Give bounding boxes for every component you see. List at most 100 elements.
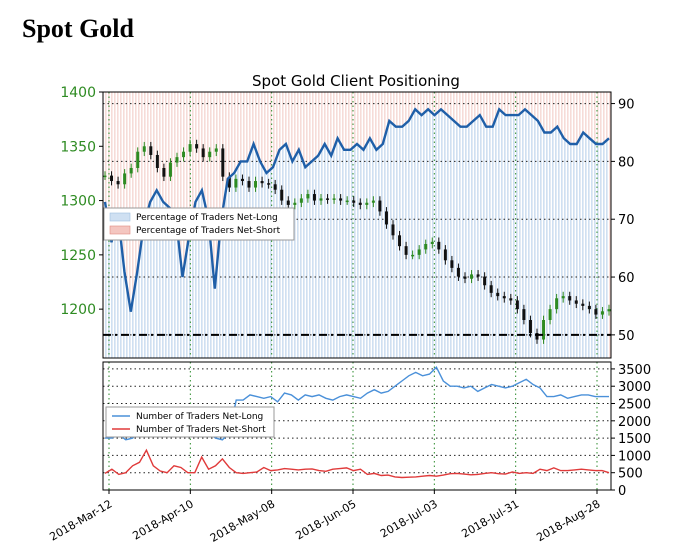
- price-tick-label: 1300: [60, 194, 96, 210]
- candle-body: [463, 276, 467, 279]
- legend-label-long: Percentage of Traders Net-Long: [136, 213, 278, 223]
- candle-body: [227, 176, 231, 188]
- candle-body: [424, 244, 428, 250]
- candle-body: [430, 241, 434, 244]
- candle-body: [607, 309, 611, 312]
- candle-body: [358, 202, 362, 205]
- page-title: Spot Gold: [22, 14, 134, 43]
- candle-body: [182, 151, 186, 158]
- candle-body: [221, 148, 225, 177]
- candle-body: [195, 144, 199, 149]
- price-tick-label: 1400: [60, 85, 96, 101]
- count-tick-label: 2500: [618, 398, 651, 413]
- candle-body: [496, 292, 500, 297]
- candle-body: [201, 148, 205, 158]
- price-tick-label: 1200: [60, 302, 96, 318]
- candle-body: [110, 175, 114, 182]
- net-long-area: [105, 109, 609, 358]
- candle-body: [103, 175, 107, 178]
- legend-top-box: [103, 207, 295, 241]
- candle-body: [522, 309, 526, 320]
- legend-bottom: Number of Traders Net-Long Number of Trad…: [105, 406, 275, 438]
- candle-body: [437, 241, 441, 250]
- candle-body: [312, 194, 316, 201]
- count-tick-label: 1500: [618, 432, 651, 447]
- candle-body: [123, 173, 127, 185]
- x-tick-label: 2018-Apr-10: [130, 497, 195, 542]
- candle-body: [293, 202, 297, 205]
- legend-top: Percentage of Traders Net-Long Percentage…: [103, 207, 295, 241]
- top-frame: [102, 91, 612, 359]
- candle-body: [476, 274, 480, 277]
- candle-body: [443, 249, 447, 261]
- candle-body: [273, 184, 277, 190]
- x-tick-label: 2018-May-08: [208, 497, 277, 545]
- count-tick-label: 500: [618, 467, 643, 482]
- legend-swatch-short: [109, 225, 131, 235]
- candle-body: [574, 300, 578, 304]
- candle-body: [371, 200, 375, 203]
- candle-body: [404, 246, 408, 255]
- candle-body: [542, 320, 546, 340]
- candle-body: [450, 260, 454, 268]
- candle-body: [299, 198, 303, 203]
- count-tick-label: 3500: [618, 363, 651, 378]
- top-panel: 1200 1250 1300 1350 1400 50 60 70 80 90 Percentage…: [60, 85, 635, 359]
- candle-body: [116, 181, 120, 185]
- candle-body: [555, 298, 559, 310]
- x-tick-label: 2018-Jul-03: [378, 497, 440, 540]
- candle-body: [136, 151, 140, 168]
- candle-body: [280, 189, 284, 201]
- candle-body: [528, 320, 532, 334]
- x-tick-label: 2018-Jul-31: [459, 497, 521, 540]
- candle-body: [332, 198, 336, 200]
- candle-body: [535, 333, 539, 340]
- candle-body: [240, 178, 244, 182]
- candle-body: [587, 305, 591, 310]
- bottom-frame: [102, 361, 612, 491]
- count-tick-label: 3000: [618, 380, 651, 395]
- candle-body: [398, 235, 402, 247]
- count-tick-label: 1000: [618, 449, 651, 464]
- candle-body: [548, 309, 552, 320]
- bottom-panel: 0 500 1000 1500 2000 2500 3000 3500 Number of Tr…: [102, 361, 651, 499]
- x-tick-label: 2018-Mar-12: [47, 497, 114, 543]
- count-short-line: [104, 448, 610, 479]
- candle-body: [561, 296, 565, 299]
- candle-body: [175, 157, 179, 163]
- candle-body: [142, 146, 146, 152]
- pct-tick-label: 90: [618, 98, 635, 113]
- candle-body: [483, 276, 487, 286]
- candle-body: [600, 311, 604, 315]
- candle-body: [155, 154, 159, 168]
- candle-body: [214, 148, 218, 152]
- candle-body: [378, 200, 382, 212]
- candle-body: [568, 296, 572, 301]
- candle-body: [129, 168, 133, 174]
- candle-body: [365, 202, 369, 205]
- candle-body: [502, 296, 506, 299]
- candle-body: [594, 309, 598, 315]
- x-tick-label: 2018-Aug-28: [534, 497, 602, 544]
- count-tick-label: 0: [618, 484, 626, 499]
- candle-body: [162, 168, 166, 177]
- candle-body: [149, 146, 153, 155]
- candle-body: [509, 298, 513, 301]
- candle-body: [352, 200, 356, 203]
- candle-body: [417, 249, 421, 255]
- candle-body: [208, 151, 212, 158]
- candle-body: [247, 181, 251, 188]
- candle-body: [306, 194, 310, 199]
- price-tick-label: 1350: [60, 139, 96, 155]
- pct-tick-label: 70: [618, 213, 635, 228]
- candle-body: [345, 200, 349, 203]
- candle-body: [260, 181, 264, 184]
- candle-body: [267, 183, 271, 185]
- candle-body: [286, 200, 290, 205]
- candle-body: [339, 198, 343, 201]
- count-tick-label: 2000: [618, 415, 651, 430]
- chart-title: Spot Gold Client Positioning: [252, 72, 460, 90]
- x-axis: 2018-Mar-12 2018-Apr-10 2018-May-08 2018-Ju…: [47, 490, 603, 545]
- legend-label-count-short: Number of Traders Net-Short: [136, 425, 266, 435]
